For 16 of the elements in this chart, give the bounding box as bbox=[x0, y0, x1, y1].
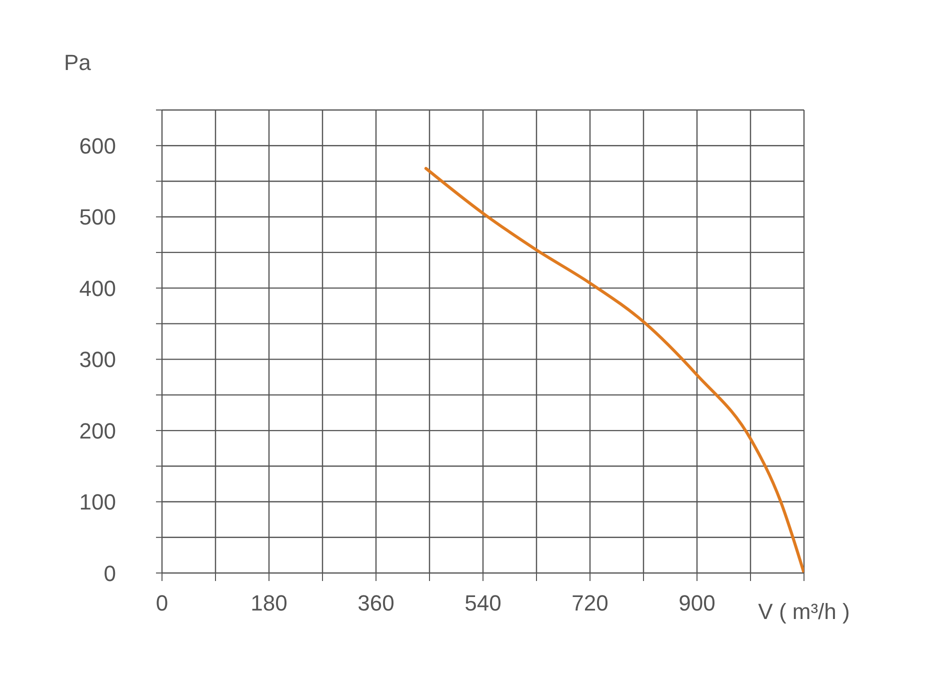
x-tick-label: 540 bbox=[464, 590, 502, 616]
x-tick-label: 360 bbox=[358, 590, 394, 616]
y-axis-title: Pa bbox=[64, 50, 92, 75]
x-tick-label: 900 bbox=[678, 590, 716, 616]
y-tick-label: 300 bbox=[79, 347, 116, 372]
x-tick-label: 0 bbox=[156, 590, 168, 616]
y-tick-label: 600 bbox=[79, 133, 116, 158]
line-series bbox=[424, 166, 804, 573]
y-tick-label: 400 bbox=[79, 276, 116, 301]
y-tick-label: 100 bbox=[79, 490, 116, 515]
y-tick-label: 0 bbox=[104, 560, 116, 586]
y-tick-label: 500 bbox=[79, 204, 116, 230]
x-tick-label: 720 bbox=[572, 590, 608, 616]
y-tick-label: 200 bbox=[79, 418, 116, 444]
x-tick-label: 180 bbox=[250, 590, 288, 616]
x-axis-title: V ( m³/h ) bbox=[758, 599, 850, 624]
